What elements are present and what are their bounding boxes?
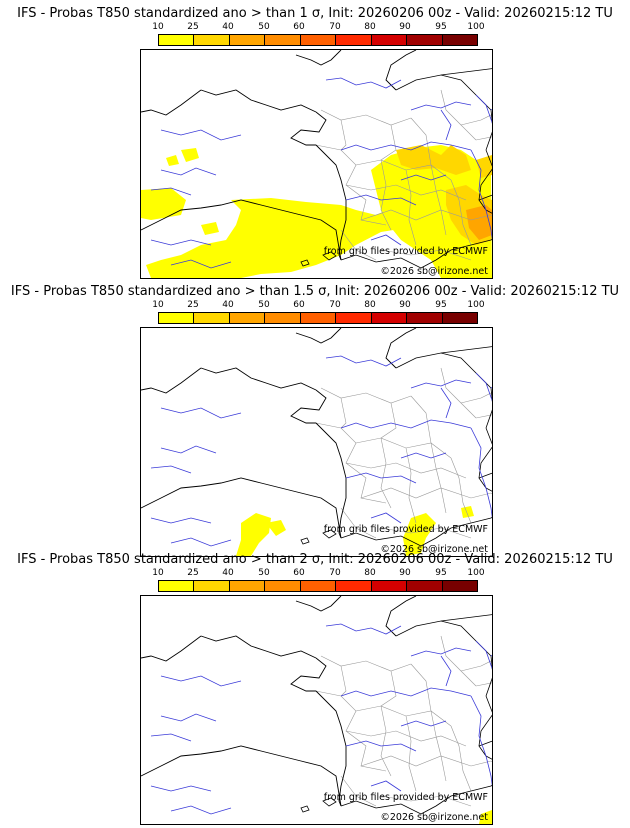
colorbar-tick: 60 <box>293 22 305 32</box>
colorbar-tick: 40 <box>222 568 234 578</box>
colorbar-segment <box>336 35 372 45</box>
colorbar-tick-labels: 10 25 40 50 60 70 80 90 95 100 <box>152 300 484 312</box>
colorbar-segment <box>442 581 477 591</box>
copyright-credit: ©2026 sb@irizone.net <box>380 812 488 823</box>
colorbar-tick: 10 <box>152 300 164 310</box>
colorbar-tick: 100 <box>467 568 485 578</box>
colorbar-tick-labels: 10 25 40 50 60 70 80 90 95 100 <box>152 568 484 580</box>
colorbar-tick: 95 <box>435 300 447 310</box>
colorbar-tick: 70 <box>329 300 341 310</box>
colorbar-tick: 50 <box>258 300 270 310</box>
colorbar-segment <box>300 581 337 591</box>
colorbar-segment <box>371 313 408 323</box>
colorbar-segment <box>407 581 443 591</box>
colorbar-segment <box>265 35 301 45</box>
data-source-credit: from grib files provided by ECMWF <box>323 524 488 535</box>
colorbar-segment <box>300 313 337 323</box>
colorbar-segment <box>229 35 266 45</box>
colorbar-tick: 40 <box>222 22 234 32</box>
colorbar-tick: 25 <box>187 568 199 578</box>
colorbar-segment <box>229 313 266 323</box>
colorbar-segment <box>407 313 443 323</box>
probability-map: from grib files provided by ECMWF ©2026 … <box>140 595 493 825</box>
colorbar-segment <box>336 313 372 323</box>
panel-title: IFS - Probas T850 standardized ano > tha… <box>10 284 620 299</box>
colorbar-tick: 50 <box>258 22 270 32</box>
probability-map: from grib files provided by ECMWF ©2026 … <box>140 327 493 557</box>
colorbar-tick: 90 <box>399 22 411 32</box>
probability-map: from grib files provided by ECMWF ©2026 … <box>140 49 493 279</box>
colorbar-segment <box>159 581 195 591</box>
colorbar-tick: 10 <box>152 568 164 578</box>
panel-1sigma: IFS - Probas T850 standardized ano > tha… <box>0 0 630 279</box>
colorbar-segment <box>442 35 477 45</box>
colorbar <box>158 312 478 324</box>
colorbar-segment <box>407 35 443 45</box>
colorbar <box>158 34 478 46</box>
map-canvas <box>141 328 492 556</box>
colorbar-segment <box>194 35 230 45</box>
colorbar-segment <box>265 581 301 591</box>
colorbar-segment <box>229 581 266 591</box>
colorbar-tick: 95 <box>435 22 447 32</box>
colorbar-tick: 90 <box>399 300 411 310</box>
colorbar-segment <box>442 313 477 323</box>
panel-2sigma: IFS - Probas T850 standardized ano > tha… <box>0 546 630 825</box>
map-canvas <box>141 50 492 278</box>
panel-1-5sigma: IFS - Probas T850 standardized ano > tha… <box>0 278 630 557</box>
colorbar-tick: 70 <box>329 22 341 32</box>
probability-area <box>479 810 492 824</box>
probability-area <box>141 145 492 278</box>
colorbar <box>158 580 478 592</box>
data-source-credit: from grib files provided by ECMWF <box>323 792 488 803</box>
colorbar-tick: 80 <box>364 300 376 310</box>
colorbar-segment <box>159 35 195 45</box>
colorbar-tick: 90 <box>399 568 411 578</box>
colorbar-segment <box>194 313 230 323</box>
colorbar-tick-labels: 10 25 40 50 60 70 80 90 95 100 <box>152 22 484 34</box>
copyright-credit: ©2026 sb@irizone.net <box>380 266 488 277</box>
colorbar-tick: 50 <box>258 568 270 578</box>
colorbar-segment <box>194 581 230 591</box>
colorbar-tick: 60 <box>293 300 305 310</box>
colorbar-tick: 10 <box>152 22 164 32</box>
colorbar-tick: 95 <box>435 568 447 578</box>
colorbar-tick: 80 <box>364 568 376 578</box>
map-canvas <box>141 596 492 824</box>
colorbar-tick: 100 <box>467 22 485 32</box>
colorbar-tick: 70 <box>329 568 341 578</box>
colorbar-segment <box>265 313 301 323</box>
colorbar-segment <box>336 581 372 591</box>
probability-area <box>236 506 474 556</box>
colorbar-tick: 60 <box>293 568 305 578</box>
colorbar-segment <box>159 313 195 323</box>
panel-title: IFS - Probas T850 standardized ano > tha… <box>17 6 613 21</box>
colorbar-segment <box>300 35 337 45</box>
colorbar-tick: 25 <box>187 22 199 32</box>
colorbar-tick: 100 <box>467 300 485 310</box>
colorbar-segment <box>371 581 408 591</box>
colorbar-segment <box>371 35 408 45</box>
copyright-credit: ©2026 sb@irizone.net <box>380 544 488 555</box>
colorbar-tick: 80 <box>364 22 376 32</box>
colorbar-tick: 40 <box>222 300 234 310</box>
panel-title: IFS - Probas T850 standardized ano > tha… <box>17 552 613 567</box>
colorbar-tick: 25 <box>187 300 199 310</box>
data-source-credit: from grib files provided by ECMWF <box>323 246 488 257</box>
